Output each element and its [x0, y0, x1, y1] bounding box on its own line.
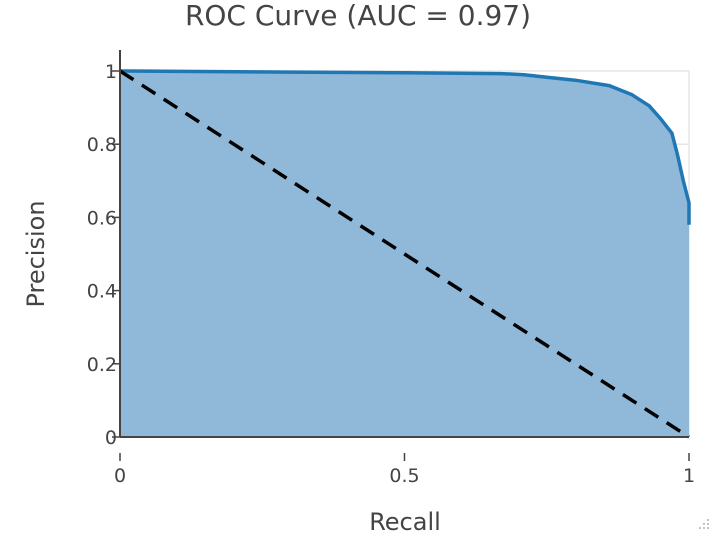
y-tick-label: 0.6: [87, 207, 117, 229]
y-axis-title: Precision: [22, 200, 50, 307]
y-tick-label: 1: [105, 61, 117, 83]
y-tick-label: 0: [105, 427, 117, 449]
resize-grip-icon[interactable]: [694, 516, 710, 532]
y-tick-label: 0.4: [87, 281, 117, 303]
axis-ticks: 0 0.5 1 0 0.2 0.4 0.6 0.8 1: [87, 61, 695, 487]
x-tick-label: 0: [114, 465, 126, 487]
x-tick-label: 0.5: [389, 465, 419, 487]
chart-title: ROC Curve (AUC = 0.97): [185, 0, 531, 32]
x-axis-title: Recall: [369, 508, 441, 534]
reference-diagonal-line: [119, 69, 690, 439]
x-tick-label: 1: [683, 465, 695, 487]
roc-curve-line: [119, 69, 691, 225]
y-tick-label: 0.2: [87, 354, 117, 376]
y-tick-label: 0.8: [87, 134, 117, 156]
